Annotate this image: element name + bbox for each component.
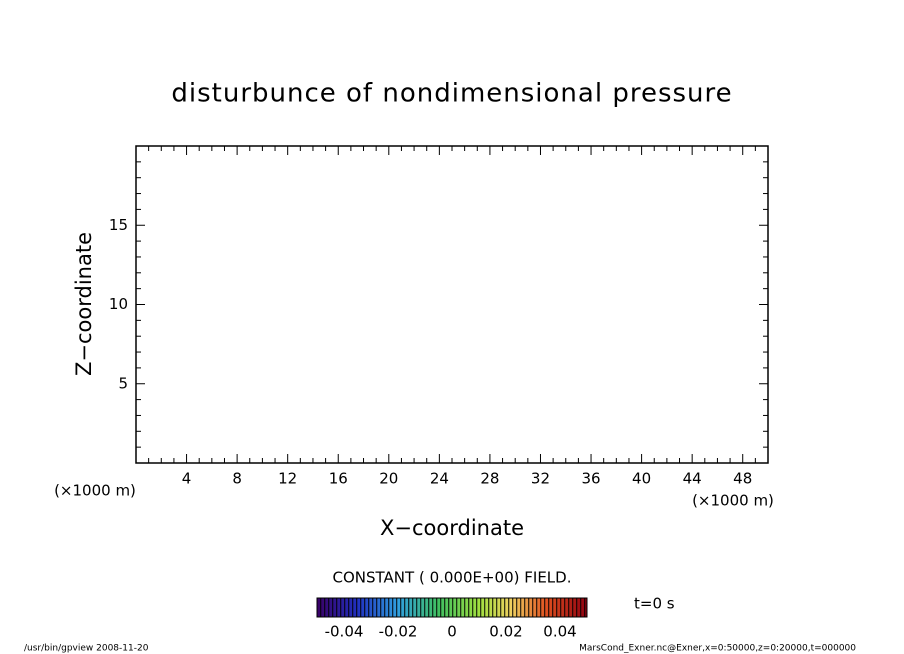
x-tick-label: 12 bbox=[278, 470, 297, 488]
colorbar-tick-label: 0 bbox=[447, 623, 457, 641]
x-tick-label: 40 bbox=[632, 470, 651, 488]
footer-right: MarsCond_Exner.nc@Exner,x=0:50000,z=0:20… bbox=[579, 644, 856, 654]
x-tick-label: 32 bbox=[531, 470, 550, 488]
x-tick-label: 8 bbox=[232, 470, 242, 488]
x-axis-label: X−coordinate bbox=[380, 516, 524, 540]
y-tick-label: 15 bbox=[109, 216, 128, 234]
x-tick-label: 36 bbox=[581, 470, 600, 488]
x-tick-label: 44 bbox=[683, 470, 702, 488]
x-tick-label: 20 bbox=[379, 470, 398, 488]
colorbar-tick-label: 0.02 bbox=[489, 623, 522, 641]
x-tick-label: 28 bbox=[480, 470, 499, 488]
y-axis-label: Z−coordinate bbox=[72, 232, 96, 376]
colorbar-frame bbox=[316, 597, 588, 618]
colorbar-tick-label: 0.04 bbox=[543, 623, 576, 641]
x-units: (×1000 m) bbox=[692, 492, 774, 510]
time-label: t=0 s bbox=[634, 595, 675, 613]
colorbar-stripes bbox=[317, 598, 587, 617]
y-tick-label: 5 bbox=[118, 374, 128, 392]
x-tick-label: 16 bbox=[329, 470, 348, 488]
footer-left: /usr/bin/gpview 2008-11-20 bbox=[24, 644, 149, 654]
x-tick-label: 24 bbox=[430, 470, 449, 488]
x-tick-label: 4 bbox=[182, 470, 192, 488]
colorbar-tick-label: -0.02 bbox=[379, 623, 418, 641]
colorbar-tick-label: -0.04 bbox=[325, 623, 364, 641]
plot-frame bbox=[135, 145, 769, 464]
field-note: CONSTANT ( 0.000E+00) FIELD. bbox=[333, 569, 572, 587]
chart-title: disturbunce of nondimensional pressure bbox=[171, 79, 732, 109]
y-units: (×1000 m) bbox=[54, 482, 136, 500]
y-tick-label: 10 bbox=[109, 295, 128, 313]
x-tick-label: 48 bbox=[733, 470, 752, 488]
